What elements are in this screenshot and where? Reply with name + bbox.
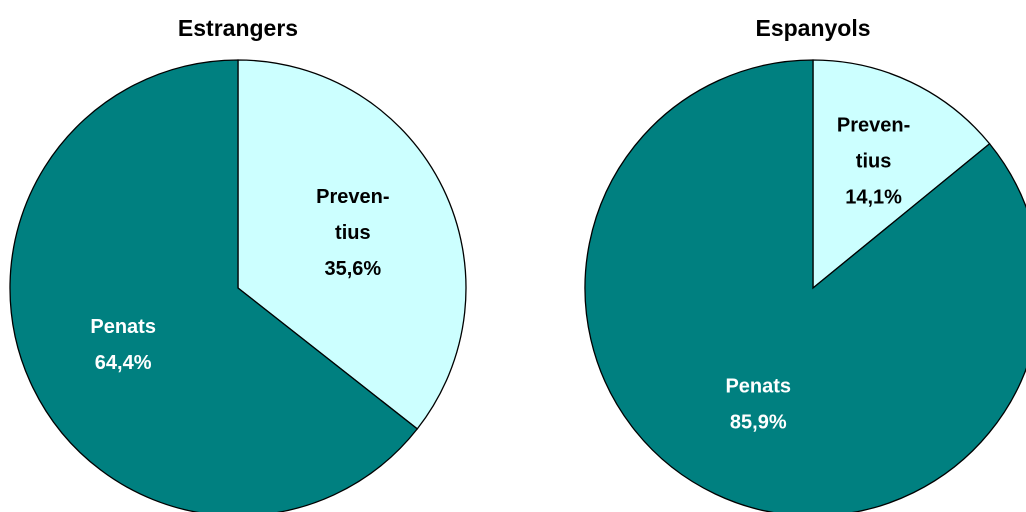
slice-data-label: Penats 64,4% bbox=[90, 316, 156, 374]
slice-category-label: Penats bbox=[90, 316, 156, 338]
slice-data-label: Penats 85,9% bbox=[725, 375, 791, 433]
slice-data-label: Preven-tius 35,6% bbox=[316, 186, 389, 280]
slice-category-label: tius bbox=[856, 150, 892, 172]
chart-espanyols: Espanyols Preven-tius 14,1% Penats 85,9% bbox=[513, 0, 1026, 512]
pie-slice bbox=[237, 59, 467, 430]
chart-estrangers: Estrangers Preven-tius 35,6% Penats 64,4% bbox=[9, 15, 467, 512]
slice-value-label: 14,1% bbox=[845, 186, 902, 208]
pie-slice bbox=[9, 59, 419, 512]
pie-slice bbox=[812, 59, 991, 290]
slice-category-label: Preven- bbox=[316, 186, 389, 208]
pie-estrangers: Preven-tius 35,6% Penats 64,4% bbox=[9, 59, 467, 512]
slice-category-label: Preven- bbox=[837, 114, 910, 136]
slice-data-label: Preven-tius 14,1% bbox=[837, 114, 910, 208]
chart-title: Estrangers bbox=[177, 15, 299, 41]
slice-value-label: 85,9% bbox=[730, 411, 787, 433]
slice-value-label: 64,4% bbox=[95, 352, 152, 374]
pie-espanyols: Preven-tius 14,1% Penats 85,9% bbox=[584, 59, 1026, 512]
slice-category-label: tius bbox=[335, 222, 371, 244]
slice-value-label: 35,6% bbox=[324, 258, 381, 280]
pie-slice bbox=[584, 59, 1026, 512]
slice-category-label: Penats bbox=[725, 375, 791, 397]
chart-title: Espanyols bbox=[755, 15, 871, 41]
